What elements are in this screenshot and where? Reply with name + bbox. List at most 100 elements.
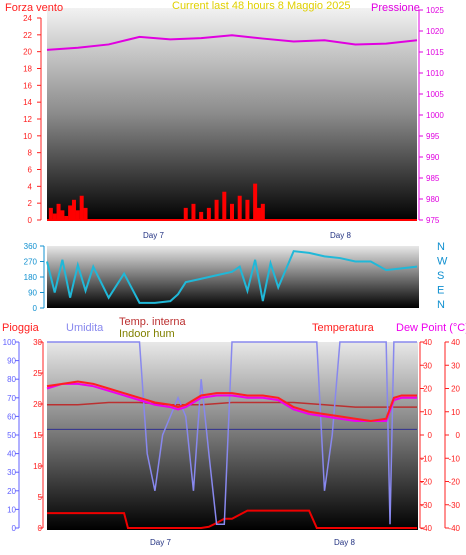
panel1-series <box>46 34 418 221</box>
p3-temp-label-8: 40 <box>423 338 432 347</box>
p3-rain-label-1: 5 <box>38 493 43 502</box>
panel3-xtick-day7: Day 7 <box>150 538 171 547</box>
p1-right-label-8: 1015 <box>426 48 444 57</box>
wind-bar <box>52 213 57 220</box>
p1-left-label-2: 4 <box>28 182 33 191</box>
p3-hum-label-0: 0 <box>12 524 17 533</box>
p3-dew-label-3: -10 <box>448 454 460 463</box>
p2-left-label-1: 90 <box>28 289 37 298</box>
p1-right-label-1: 980 <box>426 195 440 204</box>
panel1-xtick-day7: Day 7 <box>143 231 164 240</box>
p1-left-label-3: 6 <box>28 166 33 175</box>
wind-bar <box>183 207 188 220</box>
p3-dew-label-1: -30 <box>448 501 460 510</box>
indoor-temp-line <box>47 401 417 408</box>
p3-rain-label-5: 25 <box>33 369 42 378</box>
p1-right-label-0: 975 <box>426 216 440 225</box>
wind-bar <box>237 195 242 220</box>
p1-right-label-6: 1005 <box>426 90 444 99</box>
p3-dew-label-5: 10 <box>451 408 460 417</box>
wind-bar <box>56 203 61 220</box>
pressure-line <box>46 34 418 51</box>
wind-bar <box>230 203 234 220</box>
p3-hum-label-7: 70 <box>7 394 16 403</box>
p3-hum-label-2: 20 <box>7 487 16 496</box>
panel3-axes: 0510152025300102030405060708090100-40-30… <box>3 338 461 533</box>
p3-temp-label-0: -40 <box>420 524 432 533</box>
wind-bar <box>199 211 204 220</box>
p1-right-label-7: 1010 <box>426 69 444 78</box>
wind-bar <box>191 203 196 220</box>
wind-bar <box>260 203 265 220</box>
p3-rain-label-6: 30 <box>33 338 42 347</box>
temperature-line <box>46 380 417 423</box>
p3-rain-label-0: 0 <box>38 524 43 533</box>
p3-hum-label-1: 10 <box>7 505 16 514</box>
p3-rain-label-4: 20 <box>33 400 42 409</box>
wind-bar <box>68 205 73 220</box>
wind-bar <box>253 183 258 220</box>
p1-right-label-10: 1025 <box>426 6 444 15</box>
p1-right-label-5: 1000 <box>426 111 444 120</box>
wind-bar <box>222 191 227 220</box>
p2-left-label-3: 270 <box>24 258 38 267</box>
panel1-right-label: Pressione <box>371 2 420 14</box>
panel1-left-label: Forza vento <box>5 2 63 14</box>
p3-hum-label-3: 30 <box>7 468 16 477</box>
p3-temp-label-2: -20 <box>420 478 432 487</box>
p3-dew-label-7: 30 <box>451 361 460 370</box>
p1-left-label-12: 24 <box>23 14 32 23</box>
p3-rain-label-3: 15 <box>33 431 42 440</box>
legend-indoor-hum: Indoor hum <box>119 328 175 340</box>
p1-left-label-0: 0 <box>28 216 33 225</box>
p3-dew-label-2: -20 <box>448 478 460 487</box>
p2-compass-3: E <box>437 285 444 297</box>
panel-temp-hum-rain: Pioggia Umidita Temp. interna Indoor hum… <box>2 316 466 547</box>
panel2-background <box>47 246 419 308</box>
wind-bar <box>48 207 53 220</box>
p3-dew-label-8: 40 <box>451 338 460 347</box>
wind-bar <box>79 195 84 220</box>
p3-temp-label-4: 0 <box>428 431 433 440</box>
p1-left-label-11: 22 <box>23 31 32 40</box>
p3-dew-label-4: 0 <box>456 431 461 440</box>
p3-dew-label-6: 20 <box>451 385 460 394</box>
wind-bar <box>75 210 80 220</box>
p1-left-label-5: 10 <box>23 132 32 141</box>
panel3-background <box>47 342 418 530</box>
p2-compass-2: S <box>437 270 444 282</box>
panel1-title: Current last 48 hours 8 Maggio 2025 <box>172 0 351 12</box>
legend-dew-point: Dew Point (°C) <box>396 322 466 334</box>
wind-bar <box>245 199 250 220</box>
wind-bar <box>64 215 69 220</box>
wind-bar <box>214 199 219 220</box>
p2-compass-1: W <box>437 256 448 268</box>
panel2-series <box>46 250 418 304</box>
wind-bar <box>71 199 76 220</box>
p2-compass-0: N <box>437 241 445 253</box>
legend-temp-interna: Temp. interna <box>119 316 187 328</box>
p3-temp-label-3: -10 <box>420 454 432 463</box>
legend-pioggia: Pioggia <box>2 322 40 334</box>
p1-left-label-7: 14 <box>23 98 32 107</box>
p3-rain-label-2: 10 <box>33 462 42 471</box>
p1-left-label-4: 8 <box>28 149 33 158</box>
p3-hum-label-10: 100 <box>3 338 17 347</box>
panel3-xtick-day8: Day 8 <box>334 538 355 547</box>
wind-bar <box>83 207 88 220</box>
wind-bar <box>60 210 65 220</box>
p1-right-label-2: 985 <box>426 174 440 183</box>
p3-hum-label-4: 40 <box>7 450 16 459</box>
panel2-left-axis: 0 90 180 270 360 <box>24 242 45 313</box>
p2-left-label-4: 360 <box>24 242 38 251</box>
p3-hum-label-5: 50 <box>7 431 16 440</box>
p1-left-label-8: 16 <box>23 81 32 90</box>
p2-left-label-2: 180 <box>24 273 38 282</box>
wind-bar <box>206 207 211 220</box>
p1-left-label-1: 2 <box>28 199 33 208</box>
panel3-series <box>46 341 417 529</box>
